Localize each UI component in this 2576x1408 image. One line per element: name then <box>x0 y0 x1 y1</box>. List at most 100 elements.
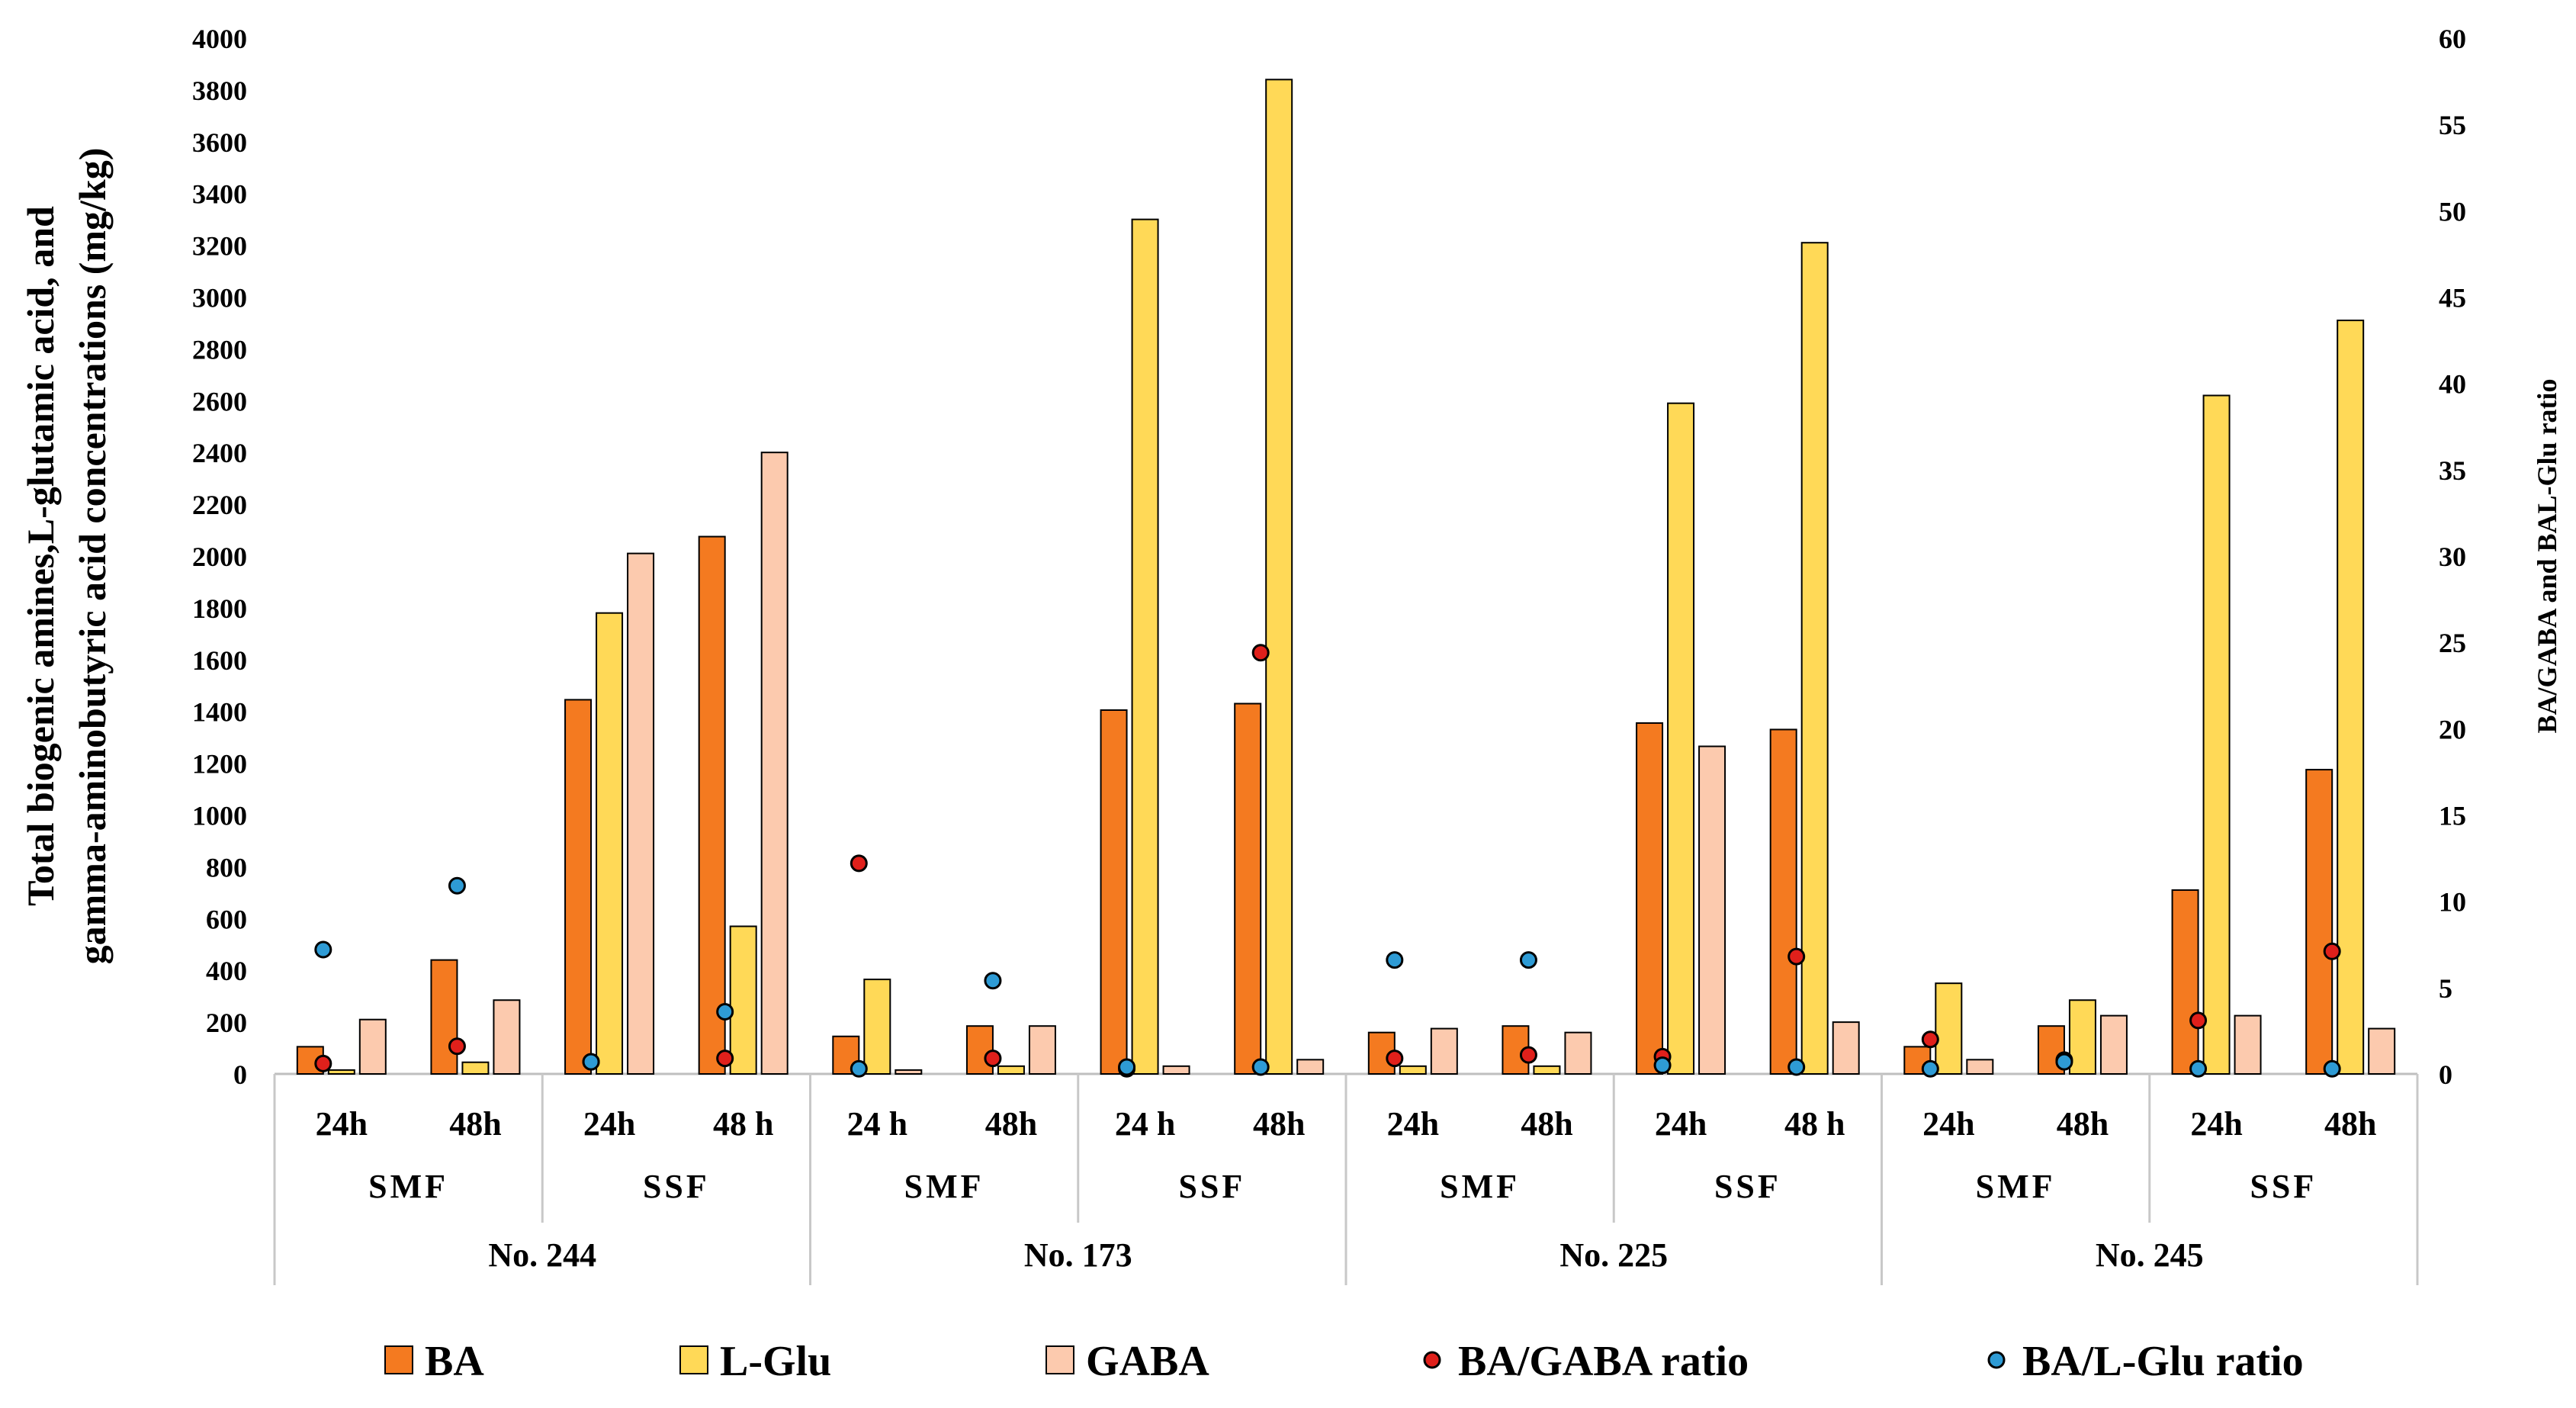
point-ba-l-glu-ratio <box>1519 951 1537 969</box>
point-ba-l-glu-ratio <box>1787 1058 1806 1076</box>
y-tick-label: 2000 <box>192 542 247 572</box>
bar-l-glu <box>596 612 624 1075</box>
y-tick-label: 2800 <box>192 334 247 365</box>
legend-marker <box>1423 1351 1441 1369</box>
y-tick-label: 2200 <box>192 490 247 520</box>
y-tick-label: 3800 <box>192 76 247 106</box>
x-tick-label: 24h <box>583 1105 635 1143</box>
y-tick-label: 2600 <box>192 386 247 416</box>
x-tick-label: 24 h <box>847 1105 907 1143</box>
point-ba-gaba-ratio <box>2323 942 2341 960</box>
bar-gaba <box>627 552 655 1075</box>
method-group-label: SSF <box>1178 1168 1245 1205</box>
y2-tick-label: 25 <box>2439 628 2466 658</box>
y-axis-title-layer: Total biogenic amines,L-glutamic acid, a… <box>19 148 2562 965</box>
y2-tick-label: 10 <box>2439 887 2466 918</box>
bar-ba <box>2171 889 2199 1075</box>
bar-gaba <box>1698 745 1726 1075</box>
point-ba-gaba-ratio <box>984 1050 1002 1068</box>
bar-l-glu <box>2068 999 2096 1075</box>
y-tick-label: 3200 <box>192 231 247 262</box>
x-tick-label: 24h <box>1655 1105 1707 1143</box>
y2-tick-label: 55 <box>2439 110 2466 140</box>
y-axis-title-line2: gamma-aminobutyric acid concentrations (… <box>71 148 114 965</box>
x-tick-label: 24h <box>2190 1105 2242 1143</box>
y-tick-label: 1200 <box>192 749 247 780</box>
bar-l-glu <box>997 1065 1025 1075</box>
bar-gaba <box>1966 1059 1994 1075</box>
y2-axis-title: BA/GABA and BAL-Glu ratio <box>2532 378 2562 733</box>
bar-l-glu <box>863 979 891 1075</box>
y-tick-label: 1600 <box>192 645 247 676</box>
method-group-label: SSF <box>1714 1168 1781 1205</box>
point-ba-l-glu-ratio <box>2055 1053 2073 1071</box>
method-group-label: SMF <box>904 1168 984 1205</box>
y-tick-label: 0 <box>233 1059 247 1090</box>
bar-gaba <box>2099 1014 2128 1075</box>
bar-gaba <box>1564 1031 1592 1075</box>
legend-layer: BA L-Glu GABA BA/GABA ratio BA/L-Glu ratio <box>384 1338 2304 1385</box>
strain-group-label: No. 244 <box>488 1236 596 1274</box>
bars-layer <box>296 79 2396 1075</box>
method-group-label: SMF <box>1440 1168 1520 1205</box>
bar-gaba <box>1028 1025 1056 1075</box>
bar-ba <box>564 699 593 1075</box>
method-group-label: SMF <box>368 1168 448 1205</box>
bar-gaba <box>2368 1027 2396 1075</box>
y2-tick-label: 45 <box>2439 283 2466 313</box>
y2-tick-label: 30 <box>2439 542 2466 572</box>
x-tick-label: 48h <box>985 1105 1037 1143</box>
x-tick-label: 24h <box>1387 1105 1439 1143</box>
x-tick-label: 48h <box>2324 1105 2376 1143</box>
legend-marker <box>1987 1351 2006 1369</box>
bar-ba <box>1234 702 1262 1075</box>
point-ba-gaba-ratio <box>314 1054 332 1072</box>
bar-gaba <box>1296 1059 1325 1075</box>
bar-l-glu <box>1935 982 1963 1075</box>
legend-label: BA/GABA ratio <box>1458 1338 1749 1385</box>
y-tick-label: 1000 <box>192 801 247 831</box>
bar-l-glu <box>1265 79 1293 1075</box>
bar-ba <box>1769 728 1797 1075</box>
method-group-label: SMF <box>1976 1168 2056 1205</box>
point-ba-gaba-ratio <box>1787 947 1806 966</box>
bar-l-glu <box>327 1069 355 1075</box>
bar-l-glu <box>1800 242 1829 1075</box>
point-ba-gaba-ratio <box>1386 1050 1404 1068</box>
point-ba-gaba-ratio <box>1519 1046 1537 1064</box>
y2-tick-label: 15 <box>2439 801 2466 831</box>
y-tick-label: 3600 <box>192 127 247 158</box>
bar-ba <box>1100 709 1128 1075</box>
y2-tick-label: 20 <box>2439 714 2466 744</box>
y2-tick-label: 50 <box>2439 196 2466 227</box>
point-ba-l-glu-ratio <box>1386 951 1404 969</box>
y-tick-label: 2400 <box>192 438 247 468</box>
legend-swatch <box>679 1345 708 1374</box>
x-tick-label: 48h <box>2057 1105 2109 1143</box>
y2-tick-label: 60 <box>2439 24 2466 54</box>
axes-layer: 0200400600800100012001400160018002000220… <box>192 24 2466 1090</box>
point-ba-l-glu-ratio <box>1251 1058 1270 1076</box>
bar-l-glu <box>461 1061 490 1075</box>
strain-group-label: No. 173 <box>1024 1236 1132 1274</box>
method-group-label: SSF <box>2250 1168 2317 1205</box>
point-ba-gaba-ratio <box>448 1037 466 1056</box>
point-ba-l-glu-ratio <box>2189 1059 2208 1078</box>
bar-gaba <box>493 999 521 1075</box>
legend-label: BA/L-Glu ratio <box>2022 1338 2304 1385</box>
bar-ba <box>2305 769 2333 1075</box>
point-ba-l-glu-ratio <box>1653 1056 1672 1075</box>
bar-l-glu <box>2202 394 2231 1075</box>
y-tick-label: 200 <box>206 1008 247 1038</box>
point-ba-l-glu-ratio <box>448 876 466 895</box>
point-ba-l-glu-ratio <box>850 1059 868 1078</box>
point-ba-l-glu-ratio <box>716 1003 734 1021</box>
bar-l-glu <box>1533 1065 1561 1075</box>
point-ba-l-glu-ratio <box>314 940 332 959</box>
bar-l-glu <box>2337 320 2365 1075</box>
points-layer <box>314 644 2341 1078</box>
x-tick-label: 48 h <box>1784 1105 1845 1143</box>
bar-gaba <box>1430 1027 1458 1075</box>
y-tick-label: 3000 <box>192 283 247 313</box>
y-tick-label: 400 <box>206 956 247 986</box>
